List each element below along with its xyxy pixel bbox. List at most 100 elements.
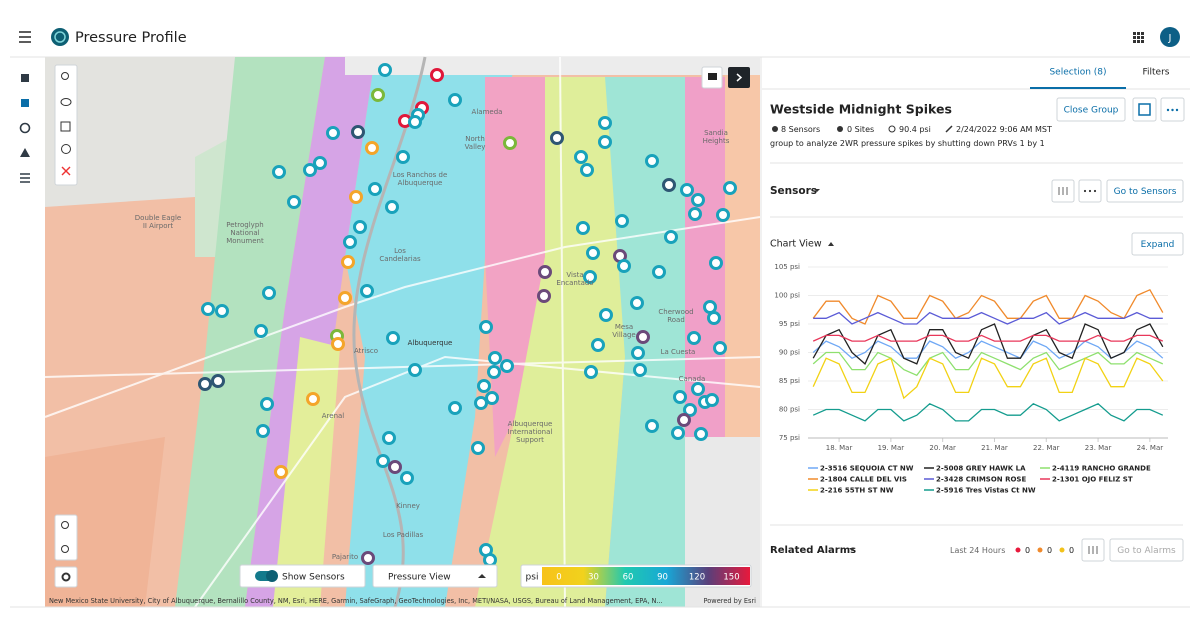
sensor-marker[interactable] [326,126,340,140]
menu-button[interactable] [19,31,31,43]
sensor-marker[interactable] [256,424,270,438]
sensor-marker[interactable] [576,221,590,235]
sensor-marker[interactable] [341,255,355,269]
sensor-marker[interactable] [723,181,737,195]
nav-target[interactable] [19,122,31,134]
sensor-marker[interactable] [408,363,422,377]
sensor-marker[interactable] [538,265,552,279]
sensor-marker[interactable] [671,426,685,440]
sensor-marker[interactable] [448,93,462,107]
sensor-marker[interactable] [211,374,225,388]
rectangle-tool[interactable] [60,121,71,132]
sensor-marker[interactable] [677,413,691,427]
sensor-marker[interactable] [408,115,422,129]
sensor-marker[interactable] [262,286,276,300]
sensor-marker[interactable] [584,365,598,379]
sensor-marker[interactable] [664,230,678,244]
sensor-marker[interactable] [274,465,288,479]
sensor-marker[interactable] [201,302,215,316]
sensor-marker[interactable] [716,208,730,222]
sensor-marker[interactable] [631,346,645,360]
sensor-marker[interactable] [477,379,491,393]
settings-button[interactable] [54,566,78,588]
sensor-marker[interactable] [617,259,631,273]
sensor-marker[interactable] [396,150,410,164]
nav-dashboard[interactable] [21,74,29,82]
nav-list[interactable] [20,173,30,183]
view-dropdown[interactable] [372,564,498,588]
nav-map[interactable] [21,99,29,107]
sensor-marker[interactable] [662,178,676,192]
go-to-alarms-button[interactable] [1109,538,1184,562]
legend-label[interactable]: 2-5916 Tres Vistas Ct NW [936,487,1036,495]
sensor-marker[interactable] [287,195,301,209]
sensor-marker[interactable] [313,156,327,170]
lasso-tool[interactable] [60,98,72,106]
sensor-marker[interactable] [368,182,382,196]
sensor-marker[interactable] [388,460,402,474]
tab-selection[interactable]: Selection (8) [1049,68,1106,78]
sensor-marker[interactable] [703,300,717,314]
avatar[interactable] [1160,27,1180,47]
sensor-marker[interactable] [580,163,594,177]
sensor-marker[interactable] [636,330,650,344]
sensor-marker[interactable] [713,341,727,355]
sensor-marker[interactable] [591,338,605,352]
sensor-marker[interactable] [306,392,320,406]
layout-button[interactable] [1132,97,1157,122]
sensor-marker[interactable] [680,183,694,197]
legend-label[interactable]: 2-1301 OJO FELIZ ST [1052,476,1133,484]
sensor-marker[interactable] [331,337,345,351]
sensor-marker[interactable] [550,131,564,145]
sensor-marker[interactable] [599,308,613,322]
sensor-marker[interactable] [645,154,659,168]
zoom-in[interactable] [61,521,69,529]
legend-label[interactable]: 2-1804 CALLE DEL VIS [820,476,907,484]
sensor-marker[interactable] [365,141,379,155]
zoom-out[interactable] [61,545,69,553]
sensor-marker[interactable] [254,324,268,338]
sensor-marker[interactable] [360,284,374,298]
sensor-marker[interactable] [215,304,229,318]
sensor-marker[interactable] [485,391,499,405]
sensor-marker[interactable] [586,246,600,260]
sensor-marker[interactable] [691,382,705,396]
sensor-marker[interactable] [683,403,697,417]
sensor-marker[interactable] [503,136,517,150]
sensor-marker[interactable] [673,390,687,404]
expand-button[interactable] [1131,232,1184,256]
sensor-marker[interactable] [353,220,367,234]
expand-panel-button[interactable] [728,67,750,88]
sensor-marker[interactable] [260,397,274,411]
go-to-sensors-button[interactable] [1106,179,1184,203]
legend-label[interactable]: 2-3428 CRIMSON ROSE [936,476,1026,484]
sensor-marker[interactable] [630,296,644,310]
sensor-marker[interactable] [471,441,485,455]
sensor-marker[interactable] [474,396,488,410]
sensor-marker[interactable] [343,235,357,249]
sensor-marker[interactable] [382,431,396,445]
sensor-marker[interactable] [705,393,719,407]
sensor-marker[interactable] [376,454,390,468]
sensor-marker[interactable] [537,289,551,303]
sensor-marker[interactable] [688,207,702,221]
sensor-marker[interactable] [583,270,597,284]
sensor-marker[interactable] [691,193,705,207]
sensor-marker[interactable] [272,165,286,179]
sensor-marker[interactable] [303,163,317,177]
search-tool[interactable] [61,72,69,80]
sensor-marker[interactable] [338,291,352,305]
alarms-heading[interactable]: Related Alarms [770,545,856,556]
sensor-marker[interactable] [385,200,399,214]
sensor-marker[interactable] [633,363,647,377]
sensor-marker[interactable] [645,419,659,433]
sensor-marker[interactable] [448,401,462,415]
sensor-marker[interactable] [598,135,612,149]
chart-view-heading[interactable]: Chart View [770,239,822,250]
sensor-marker[interactable] [430,68,444,82]
sensor-marker[interactable] [687,331,701,345]
sensor-marker[interactable] [615,214,629,228]
sensor-marker[interactable] [483,553,497,567]
sensor-marker[interactable] [574,150,588,164]
sensor-marker[interactable] [386,331,400,345]
